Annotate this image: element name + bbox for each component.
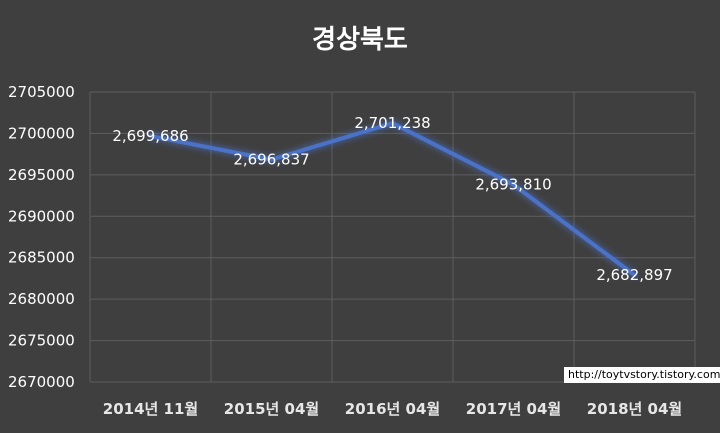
y-tick-label: 2695000 bbox=[8, 166, 75, 184]
y-tick-label: 2680000 bbox=[8, 290, 75, 308]
x-tick-label: 2018년 04월 bbox=[587, 400, 682, 418]
data-label: 2,696,837 bbox=[233, 151, 309, 169]
y-tick-label: 2670000 bbox=[8, 373, 75, 391]
y-tick-label: 2700000 bbox=[8, 124, 75, 142]
series-line bbox=[148, 121, 637, 278]
x-tick-label: 2015년 04월 bbox=[224, 400, 319, 418]
chart-title: 경상북도 bbox=[312, 25, 408, 55]
x-tick-label: 2016년 04월 bbox=[345, 400, 440, 418]
data-label: 2,699,686 bbox=[112, 127, 188, 145]
y-axis-ticks: 2670000 2675000 2680000 2685000 2690000 26950… bbox=[8, 83, 75, 391]
data-label: 2,701,238 bbox=[354, 114, 430, 132]
series-group bbox=[148, 121, 637, 278]
data-labels: 2,699,686 2,696,837 2,701,238 2,693,810 2,68… bbox=[112, 114, 672, 284]
data-point bbox=[511, 182, 516, 187]
y-tick-label: 2685000 bbox=[8, 249, 75, 267]
watermark: http://toytvstory.tistory.com bbox=[564, 367, 720, 383]
data-label: 2,682,897 bbox=[596, 266, 672, 284]
x-tick-label: 2017년 04월 bbox=[466, 400, 561, 418]
data-point bbox=[148, 134, 153, 139]
data-label: 2,693,810 bbox=[475, 176, 551, 194]
data-point bbox=[632, 273, 637, 278]
x-axis-ticks: 2014년 11월 2015년 04월 2016년 04월 2017년 04월 2018… bbox=[103, 400, 682, 418]
grid bbox=[89, 91, 696, 383]
data-point bbox=[390, 121, 395, 126]
y-tick-label: 2675000 bbox=[8, 332, 75, 350]
x-tick-label: 2014년 11월 bbox=[103, 400, 198, 418]
y-tick-label: 2690000 bbox=[8, 207, 75, 225]
y-tick-label: 2705000 bbox=[8, 83, 75, 101]
data-point bbox=[269, 157, 274, 162]
